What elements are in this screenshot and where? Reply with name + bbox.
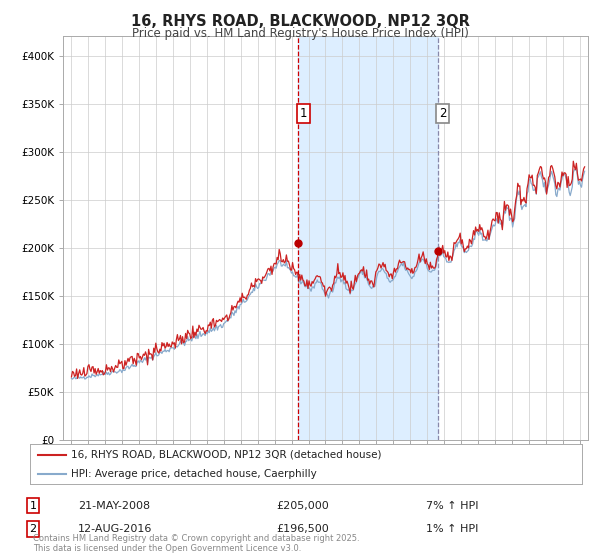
- Text: 2: 2: [439, 107, 446, 120]
- Text: HPI: Average price, detached house, Caerphilly: HPI: Average price, detached house, Caer…: [71, 469, 317, 479]
- Text: 12-AUG-2016: 12-AUG-2016: [78, 524, 152, 534]
- Text: £196,500: £196,500: [276, 524, 329, 534]
- Text: 21-MAY-2008: 21-MAY-2008: [78, 501, 150, 511]
- Text: 1% ↑ HPI: 1% ↑ HPI: [426, 524, 478, 534]
- Text: Contains HM Land Registry data © Crown copyright and database right 2025.
This d: Contains HM Land Registry data © Crown c…: [33, 534, 359, 553]
- Text: 1: 1: [299, 107, 307, 120]
- Text: 16, RHYS ROAD, BLACKWOOD, NP12 3QR: 16, RHYS ROAD, BLACKWOOD, NP12 3QR: [131, 14, 469, 29]
- Text: 7% ↑ HPI: 7% ↑ HPI: [426, 501, 479, 511]
- Text: 2: 2: [29, 524, 37, 534]
- Text: £205,000: £205,000: [276, 501, 329, 511]
- Text: 1: 1: [29, 501, 37, 511]
- Bar: [298, 36, 437, 440]
- Text: Price paid vs. HM Land Registry's House Price Index (HPI): Price paid vs. HM Land Registry's House …: [131, 27, 469, 40]
- Text: 16, RHYS ROAD, BLACKWOOD, NP12 3QR (detached house): 16, RHYS ROAD, BLACKWOOD, NP12 3QR (deta…: [71, 450, 382, 460]
